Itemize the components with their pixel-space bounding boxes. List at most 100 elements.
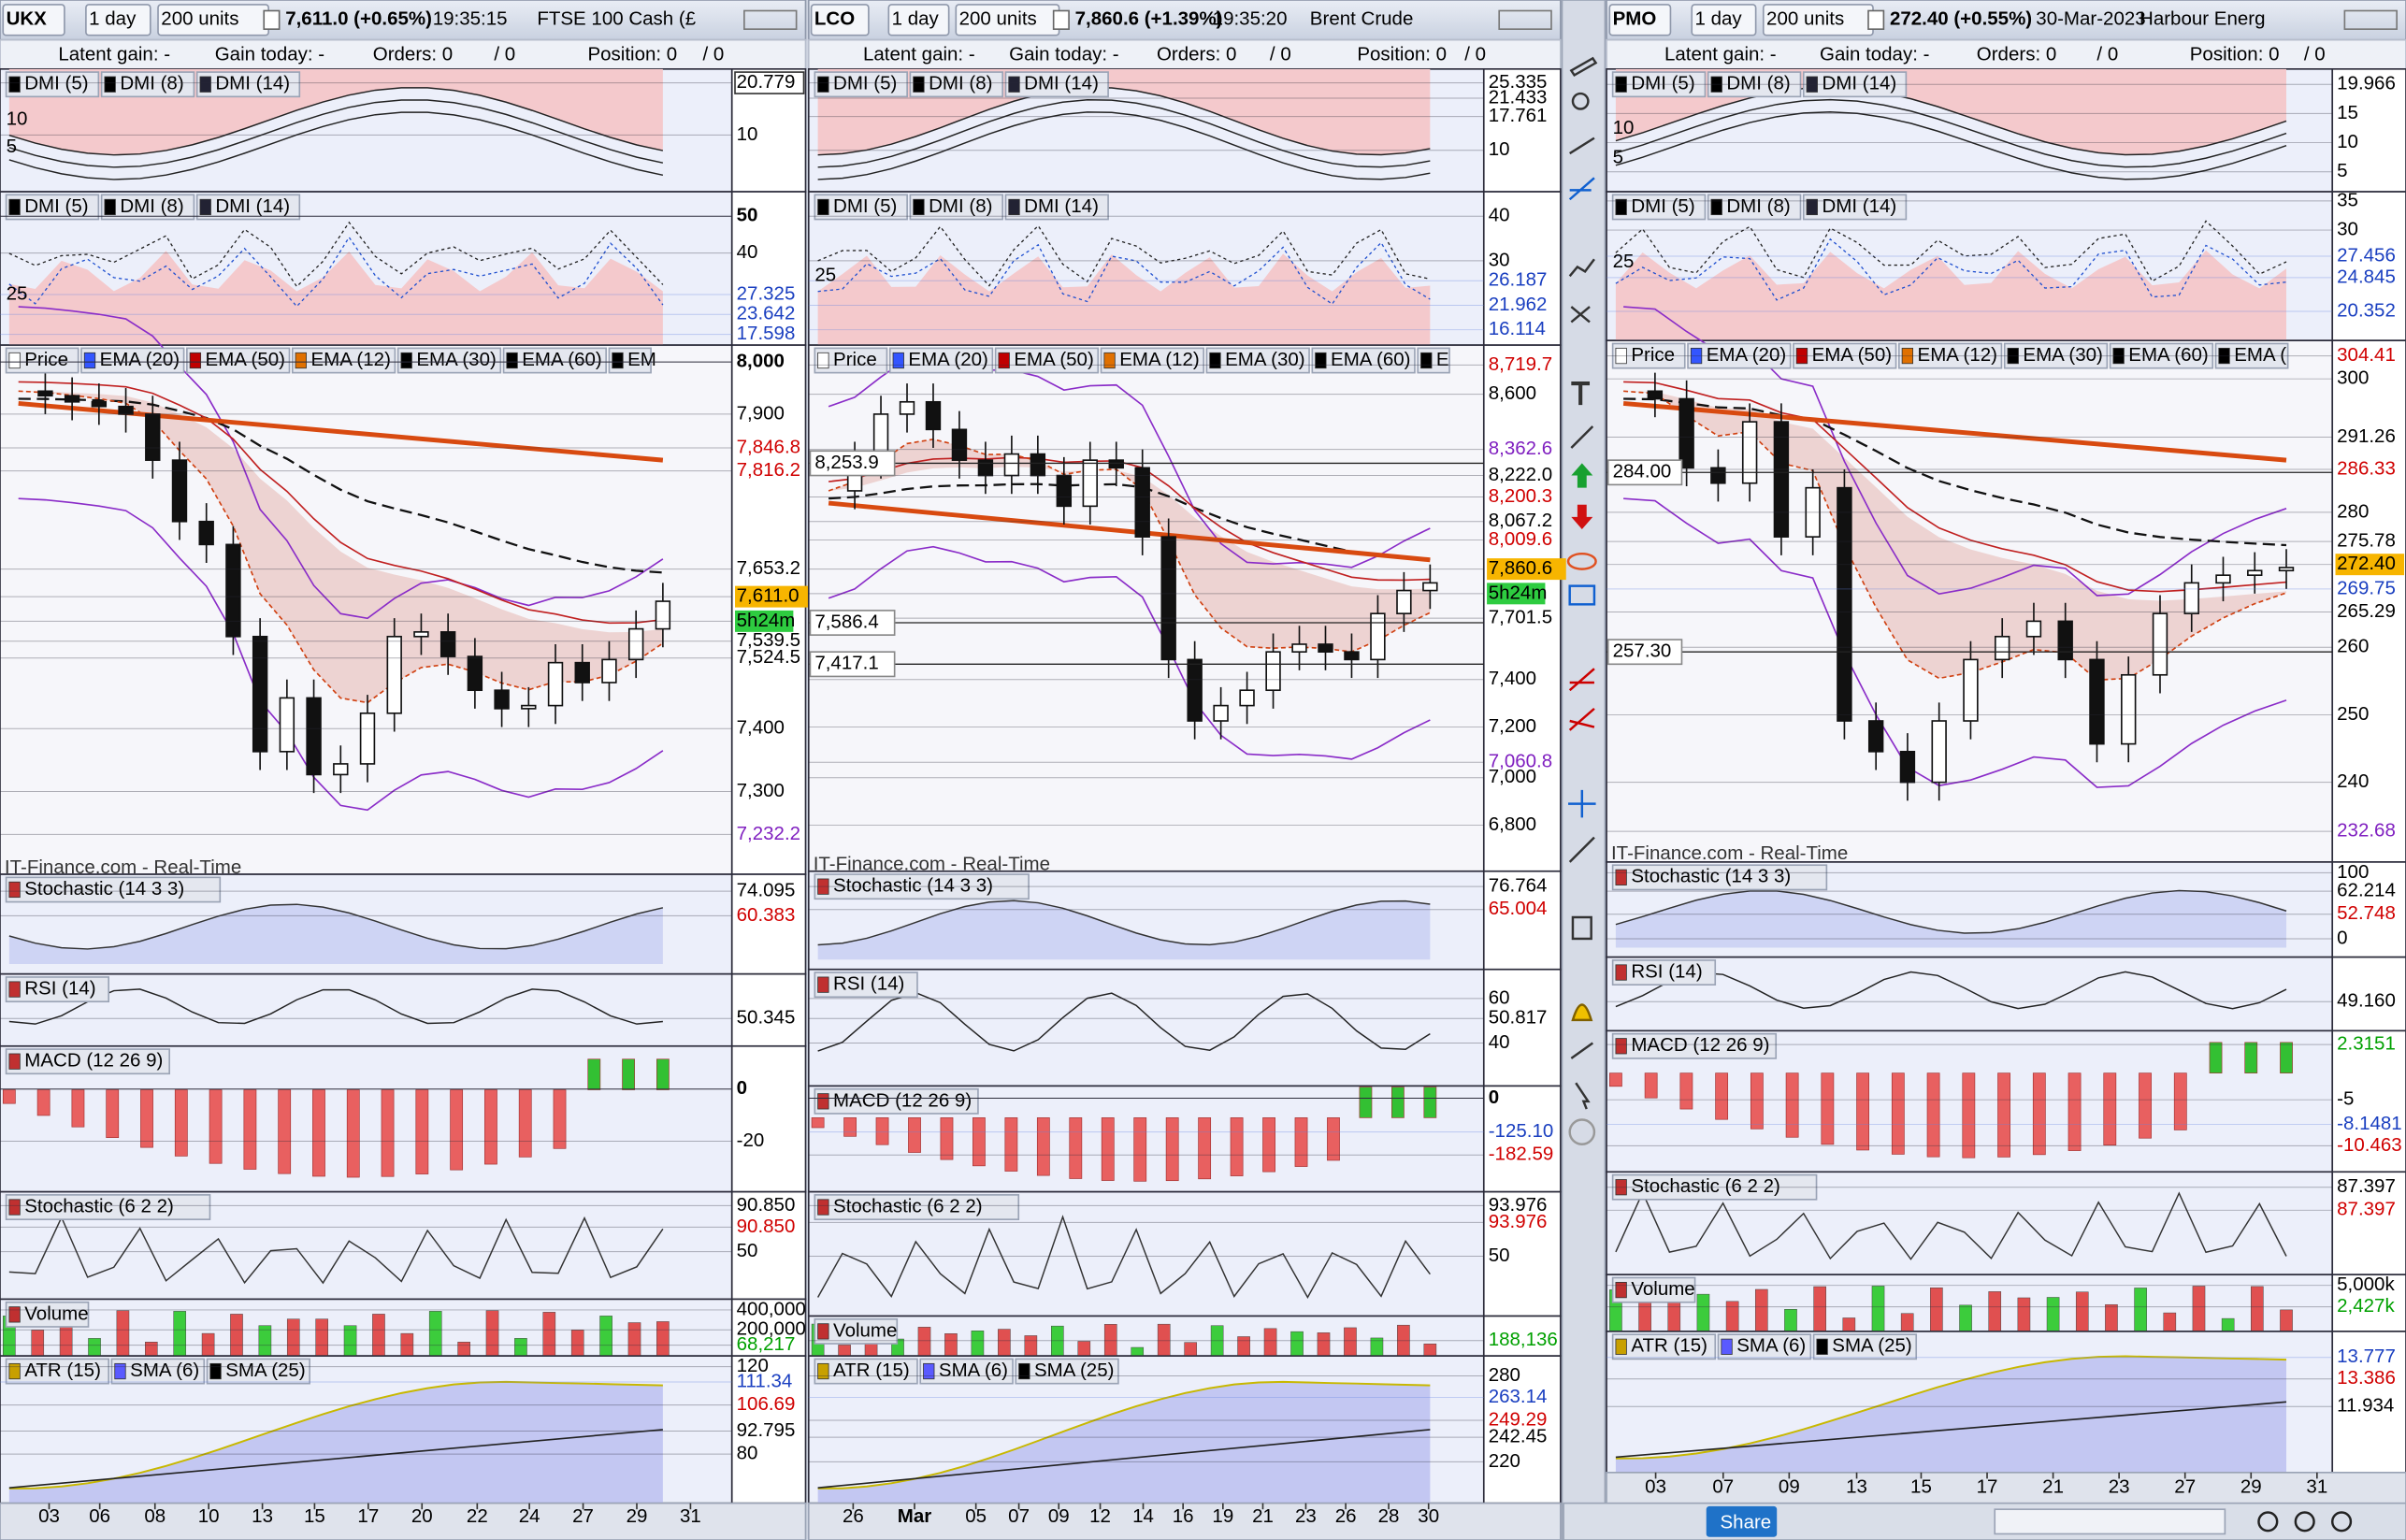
indicator-label[interactable]: ATR (15) — [833, 1360, 910, 1381]
indicator-label[interactable]: Price — [833, 349, 877, 370]
indicator-chip[interactable] — [1717, 1333, 1812, 1360]
indicator-label[interactable]: DMI (14) — [1024, 73, 1099, 94]
indicator-label[interactable]: Stochastic (14 3 3) — [1631, 866, 1791, 887]
indicator-chip[interactable] — [195, 194, 301, 221]
header-units[interactable]: 200 units — [161, 8, 238, 30]
fan-tool[interactable] — [1568, 707, 1595, 731]
indicator-label[interactable]: RSI (14) — [1631, 960, 1702, 982]
share-label[interactable]: Share — [1720, 1511, 1771, 1533]
indicator-chip[interactable] — [195, 71, 301, 98]
indicator-chip[interactable] — [814, 873, 1030, 900]
indicator-label[interactable]: DMI (8) — [120, 73, 183, 94]
indicator-label[interactable]: RSI (14) — [24, 978, 95, 1000]
indicator-label[interactable]: Stochastic (14 3 3) — [24, 878, 184, 900]
indicator-chip[interactable] — [1707, 71, 1802, 98]
indicator-label[interactable]: Stochastic (6 2 2) — [24, 1195, 174, 1216]
indicator-chip[interactable] — [919, 1358, 1014, 1385]
timeframe-dropdown[interactable] — [1691, 4, 1757, 36]
indicator-label[interactable]: DMI (14) — [1024, 195, 1099, 217]
indicator-chip[interactable] — [5, 976, 109, 1003]
indicator-label[interactable]: EMA (60) — [522, 349, 601, 370]
indicator-label[interactable]: EMA (50) — [206, 349, 285, 370]
header-symbol[interactable]: LCO — [814, 8, 855, 30]
indicator-chip[interactable] — [1802, 194, 1908, 221]
indicator-chip[interactable] — [1205, 347, 1310, 374]
indicator-label[interactable]: ATR (15) — [1631, 1335, 1707, 1357]
indicator-chip[interactable] — [1311, 347, 1416, 374]
indicator-chip[interactable] — [1611, 1333, 1717, 1360]
buy-arrow[interactable] — [1571, 463, 1593, 488]
indicator-chip[interactable] — [1793, 342, 1897, 369]
tools-tool[interactable] — [1570, 306, 1591, 324]
indicator-label[interactable]: E — [1436, 349, 1449, 370]
indicator-label[interactable]: EMA (30) — [2023, 344, 2102, 366]
indicator-label[interactable]: Stochastic (14 3 3) — [833, 875, 993, 897]
indicator-chip[interactable] — [1611, 71, 1707, 98]
indicator-label[interactable]: Price — [24, 349, 68, 370]
indicator-chip[interactable] — [2003, 342, 2109, 369]
indicator-label[interactable]: SMA (6) — [130, 1360, 199, 1381]
indicator-label[interactable]: EMA (30) — [416, 349, 496, 370]
indicator-label[interactable]: ATR (15) — [24, 1360, 101, 1381]
segment-tool[interactable] — [1568, 836, 1595, 863]
indicator-chip[interactable] — [291, 347, 396, 374]
symbol-dropdown[interactable] — [2, 4, 65, 36]
ellipse-tool[interactable] — [1566, 552, 1597, 570]
indicator-label[interactable]: Volume — [24, 1303, 88, 1324]
indicator-label[interactable]: DMI (14) — [1822, 73, 1896, 94]
indicator-label[interactable]: Volume — [1631, 1278, 1694, 1300]
indicator-label[interactable]: DMI (8) — [120, 195, 183, 217]
indicator-chip[interactable] — [1812, 1333, 1918, 1360]
window-controls[interactable] — [1498, 9, 1552, 30]
indicator-chip[interactable] — [1417, 347, 1450, 374]
indicator-label[interactable]: EMA (50) — [1014, 349, 1093, 370]
fib-tool[interactable] — [1568, 668, 1595, 692]
indicator-label[interactable]: EMA (12) — [1918, 344, 1997, 366]
pointer-tool[interactable] — [1575, 1082, 1591, 1110]
pencil-tool[interactable] — [1569, 56, 1598, 78]
indicator-chip[interactable] — [5, 194, 100, 221]
indicator-label[interactable]: SMA (6) — [1736, 1335, 1806, 1357]
indicator-chip[interactable] — [186, 347, 291, 374]
header-timeframe[interactable]: 1 day — [1695, 8, 1743, 30]
zoom-out-button[interactable] — [2294, 1511, 2315, 1533]
indicator-chip[interactable] — [80, 347, 185, 374]
indicator-chip[interactable] — [608, 347, 652, 374]
window-controls[interactable] — [743, 9, 798, 30]
indicator-label[interactable]: EMA (12) — [1119, 349, 1199, 370]
header-timeframe[interactable]: 1 day — [892, 8, 940, 30]
indicator-label[interactable]: DMI (14) — [1822, 195, 1896, 217]
indicator-label[interactable]: DMI (14) — [215, 195, 290, 217]
indicator-label[interactable]: EMA (60) — [1331, 349, 1410, 370]
header-timeframe[interactable]: 1 day — [89, 8, 137, 30]
indicator-chip[interactable] — [1611, 864, 1828, 891]
indicator-label[interactable]: RSI (14) — [833, 973, 904, 995]
indicator-label[interactable]: DMI (8) — [1726, 73, 1790, 94]
window-controls[interactable] — [2343, 9, 2398, 30]
indicator-label[interactable]: EM — [627, 349, 656, 370]
indicator-label[interactable]: DMI (14) — [215, 73, 290, 94]
header-symbol[interactable]: PMO — [1613, 8, 1657, 30]
zoom-button[interactable] — [2257, 1511, 2279, 1533]
indicator-chip[interactable] — [814, 71, 908, 98]
scrollbar[interactable] — [1994, 1508, 2226, 1535]
indicator-label[interactable]: DMI (5) — [833, 73, 897, 94]
indicator-chip[interactable] — [1707, 194, 1802, 221]
indicator-chip[interactable] — [814, 971, 918, 999]
indicator-chip[interactable] — [1898, 342, 2003, 369]
indicator-chip[interactable] — [1015, 1358, 1119, 1385]
indicator-label[interactable]: SMA (25) — [1034, 1360, 1114, 1381]
indicator-label[interactable]: Price — [1631, 344, 1675, 366]
indicator-label[interactable]: DMI (5) — [24, 195, 88, 217]
indicator-label[interactable]: EMA (20) — [908, 349, 987, 370]
indicator-chip[interactable] — [1100, 347, 1204, 374]
indicator-label[interactable]: DMI (8) — [929, 73, 992, 94]
indicator-chip[interactable] — [5, 876, 222, 903]
indicator-chip[interactable] — [814, 194, 908, 221]
indicator-chip[interactable] — [1687, 342, 1792, 369]
timeframe-dropdown[interactable] — [85, 4, 151, 36]
header-symbol[interactable]: UKX — [7, 8, 48, 30]
indicator-label[interactable]: MACD (12 26 9) — [833, 1089, 972, 1111]
indicator-label[interactable]: EMA ( — [2234, 344, 2286, 366]
indicator-label[interactable]: SMA (25) — [1832, 1335, 1911, 1357]
